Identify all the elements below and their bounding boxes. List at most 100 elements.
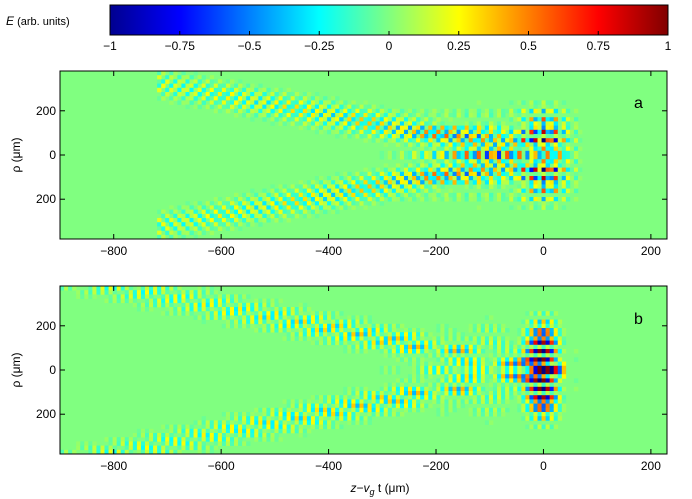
field-cell-a-630 bbox=[408, 134, 413, 139]
field-cell-a-795 bbox=[420, 150, 425, 156]
field-cell-b-1266 bbox=[367, 403, 372, 409]
field-cell-a-1186 bbox=[347, 184, 352, 189]
field-cell-b-1376 bbox=[282, 412, 287, 417]
field-cell-a-1017 bbox=[428, 171, 433, 177]
field-cell-b-17 bbox=[144, 286, 150, 291]
field-cell-b-1565 bbox=[181, 428, 186, 434]
field-cell-b-55 bbox=[193, 290, 198, 295]
field-cell-a-1567 bbox=[246, 213, 251, 219]
field-cell-a-29 bbox=[213, 79, 219, 84]
field-cell-a-167 bbox=[242, 100, 247, 105]
field-cell-b-1382 bbox=[310, 412, 316, 417]
field-cell-b-950 bbox=[529, 374, 534, 379]
field-cell-b-1312 bbox=[314, 407, 320, 413]
field-cell-b-1208 bbox=[391, 399, 397, 404]
field-cell-b-90 bbox=[221, 294, 227, 299]
field-cell-a-1001 bbox=[355, 171, 360, 177]
field-cell-b-1676 bbox=[124, 441, 130, 446]
field-cell-a-650 bbox=[492, 134, 498, 139]
field-cell-b-591 bbox=[359, 340, 364, 346]
field-cell-a-594 bbox=[492, 129, 498, 135]
field-cell-b-1159 bbox=[432, 395, 437, 400]
field-cell-a-866 bbox=[537, 155, 542, 160]
field-cell-b-49 bbox=[161, 290, 166, 295]
field-cell-a-401 bbox=[351, 117, 356, 122]
field-cell-a-935 bbox=[513, 163, 518, 168]
field-cell-b-537 bbox=[375, 336, 380, 341]
field-cell-b-1254 bbox=[314, 403, 320, 409]
field-cell-a-1591 bbox=[201, 218, 206, 223]
field-cell-a-414 bbox=[403, 117, 409, 122]
field-cell-a-1508 bbox=[549, 205, 554, 210]
field-cell-a-343 bbox=[331, 113, 336, 118]
field-cell-a-1114 bbox=[318, 180, 324, 185]
field-cell-a-126 bbox=[213, 96, 219, 101]
field-cell-b-99 bbox=[112, 298, 117, 304]
field-cell-a-817 bbox=[513, 150, 518, 156]
field-cell-b-600 bbox=[395, 340, 401, 346]
field-cell-b-797 bbox=[533, 357, 538, 362]
field-cell-b-778 bbox=[452, 357, 457, 362]
field-cell-a-766 bbox=[476, 146, 482, 152]
field-cell-a-411 bbox=[391, 117, 397, 122]
field-cell-a-1246 bbox=[351, 188, 356, 194]
field-cell-b-1570 bbox=[201, 428, 206, 434]
field-cell-a-837 bbox=[408, 155, 413, 160]
field-cell-a-1568 bbox=[250, 213, 255, 219]
field-cell-a-15 bbox=[201, 75, 206, 80]
field-cell-b-242 bbox=[327, 311, 332, 316]
field-cell-b-759 bbox=[525, 353, 530, 358]
field-cell-b-1461 bbox=[533, 416, 538, 421]
field-cell-a-1132 bbox=[395, 180, 401, 185]
field-cell-b-1494 bbox=[306, 420, 312, 425]
field-cell-b-183 bbox=[209, 307, 215, 312]
field-cell-b-16 bbox=[140, 286, 146, 291]
field-cell-a-323 bbox=[242, 113, 247, 118]
field-cell-b-1537 bbox=[282, 424, 287, 430]
field-cell-b-573 bbox=[537, 336, 542, 341]
field-cell-b-1131 bbox=[310, 395, 316, 400]
field-cell-a-407 bbox=[375, 117, 380, 122]
field-cell-b-1450 bbox=[339, 416, 344, 421]
field-cell-a-818 bbox=[517, 150, 522, 156]
field-cell-a-1655 bbox=[197, 230, 202, 236]
field-cell-b-978 bbox=[484, 378, 490, 383]
field-cell-b-493 bbox=[408, 332, 413, 337]
field-cell-a-1515 bbox=[181, 209, 186, 215]
field-cell-a-490 bbox=[553, 121, 559, 126]
field-cell-b-263 bbox=[229, 315, 235, 320]
field-cell-a-694 bbox=[492, 138, 498, 143]
field-cell-b-1484 bbox=[262, 420, 267, 425]
field-cell-a-593 bbox=[488, 129, 494, 135]
field-cell-a-1197 bbox=[395, 184, 401, 189]
field-cell-a-255 bbox=[238, 108, 243, 114]
field-cell-a-1324 bbox=[432, 192, 437, 198]
field-cell-a-512 bbox=[383, 125, 389, 131]
field-cell-a-1194 bbox=[379, 184, 385, 189]
field-cell-b-739 bbox=[424, 353, 429, 358]
field-cell-b-1150 bbox=[391, 395, 397, 400]
field-cell-b-560 bbox=[476, 336, 482, 341]
field-cell-a-7 bbox=[165, 75, 170, 80]
field-cell-a-647 bbox=[480, 134, 486, 139]
field-cell-a-379 bbox=[509, 113, 514, 118]
field-cell-a-915 bbox=[420, 163, 425, 168]
field-cell-a-1384 bbox=[424, 197, 429, 202]
field-cell-a-228 bbox=[298, 104, 304, 110]
field-cell-b-1361 bbox=[557, 407, 563, 413]
field-cell-a-1138 bbox=[420, 180, 425, 185]
field-cell-a-1504 bbox=[533, 205, 538, 210]
field-cell-b-1699 bbox=[234, 441, 239, 446]
field-cell-a-1618 bbox=[201, 222, 206, 227]
field-cell-a-996 bbox=[573, 167, 579, 173]
field-cell-a-1176 bbox=[302, 184, 308, 189]
field-cell-a-1600 bbox=[246, 218, 251, 223]
field-cell-a-1513 bbox=[169, 209, 174, 215]
field-cell-b-266 bbox=[246, 315, 251, 320]
field-cell-b-539 bbox=[383, 336, 389, 341]
field-cell-a-393 bbox=[314, 117, 320, 122]
field-cell-a-25 bbox=[193, 79, 198, 84]
field-cell-a-724 bbox=[432, 142, 437, 147]
field-cell-a-1104 bbox=[553, 176, 559, 181]
field-cell-b-1470 bbox=[201, 420, 206, 425]
